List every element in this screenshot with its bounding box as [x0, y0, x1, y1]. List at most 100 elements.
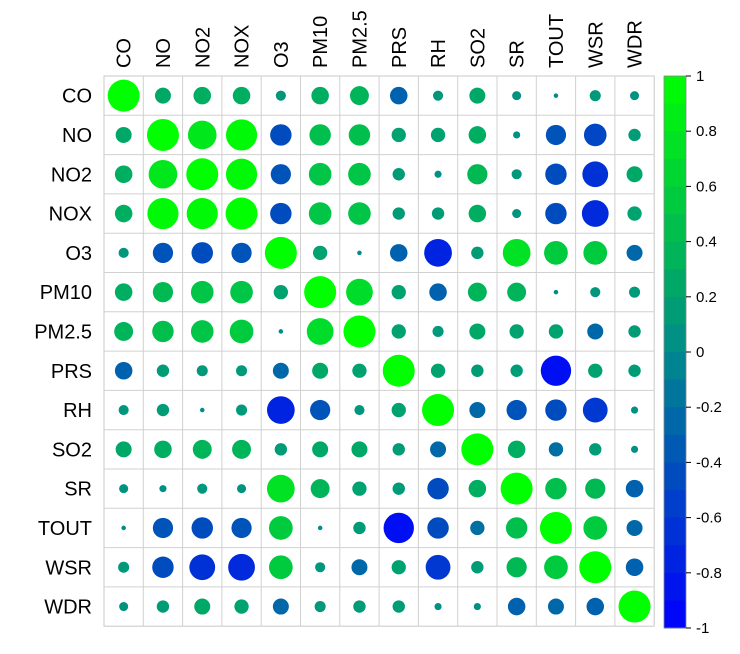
- correlation-circle-WSR-SR: [506, 557, 527, 578]
- column-label: NO2: [192, 27, 214, 68]
- colorbar-segment: [664, 241, 686, 270]
- colorbar-tick-label: 0.6: [696, 178, 717, 195]
- correlation-circle-NO-PM10: [309, 124, 331, 146]
- correlation-circle-PM10-WSR: [590, 287, 601, 298]
- column-label: PRS: [389, 27, 411, 68]
- correlation-circle-PM2.5-TOUT: [548, 324, 564, 339]
- correlation-circle-NOX-NO2: [186, 197, 218, 230]
- correlation-circle-PM2.5-PM10: [306, 318, 334, 345]
- correlation-circle-NO2-TOUT: [545, 163, 567, 185]
- row-label: WDR: [44, 597, 92, 619]
- column-label: CO: [114, 38, 136, 68]
- correlation-circle-SO2-PM2.5: [351, 441, 368, 458]
- correlation-circle-NO2-NO2: [186, 158, 219, 191]
- correlation-circle-RH-NOX: [236, 404, 248, 416]
- correlation-circle-O3-SR: [502, 238, 531, 267]
- correlation-circle-CO-CO: [107, 79, 140, 112]
- correlation-circle-WSR-PM10: [315, 562, 326, 573]
- correlation-circle-O3-PRS: [389, 244, 408, 262]
- correlation-circle-RH-PM10: [310, 399, 331, 421]
- colorbar-segment: [664, 572, 686, 601]
- colorbar-tick-label: 0.8: [696, 123, 717, 140]
- correlation-circle-PM10-PM10: [304, 276, 337, 309]
- correlation-circle-PM2.5-NO2: [190, 320, 214, 343]
- colorbar-segment: [664, 76, 686, 105]
- correlation-circle-PM10-WDR: [629, 286, 641, 298]
- correlation-circle-TOUT-NOX: [231, 517, 252, 539]
- correlation-circle-RH-WDR: [630, 406, 639, 414]
- correlation-circle-WDR-NO2: [194, 598, 211, 615]
- colorbar-segment: [664, 600, 686, 629]
- colorbar-tick-label: -0.4: [696, 454, 722, 471]
- row-label: SO2: [52, 439, 92, 461]
- correlation-circle-PM10-NO2: [190, 280, 214, 304]
- correlation-circle-O3-SO2: [471, 246, 484, 260]
- correlation-circle-NO-O3: [270, 124, 292, 146]
- column-label: NOX: [232, 25, 254, 68]
- correlation-circle-RH-SO2: [469, 402, 486, 419]
- correlation-circle-NOX-PRS: [392, 207, 405, 220]
- correlation-circle-NO-PM2.5: [348, 124, 371, 146]
- correlation-circle-PM2.5-RH: [432, 325, 444, 337]
- row-label: NO2: [51, 164, 92, 186]
- correlation-circle-NO-WDR: [628, 128, 641, 142]
- correlation-circle-RH-NO: [156, 403, 170, 417]
- correlation-circle-TOUT-O3: [268, 516, 293, 540]
- correlation-circle-NO-WSR: [583, 123, 607, 147]
- colorbar-segment: [664, 186, 686, 215]
- correlation-circle-WDR-WDR: [618, 590, 651, 623]
- correlation-circle-PM2.5-SR: [509, 324, 524, 339]
- correlation-circle-NO2-CO: [114, 165, 133, 184]
- colorbar-segment: [664, 269, 686, 298]
- row-label: NOX: [49, 204, 92, 226]
- correlation-circle-NO-TOUT: [545, 124, 567, 146]
- row-label: PRS: [51, 361, 92, 383]
- correlation-circle-NOX-NOX: [225, 197, 258, 230]
- correlation-circle-NO-PRS: [391, 127, 406, 143]
- correlation-circle-SO2-PRS: [392, 443, 405, 456]
- correlation-circle-NOX-CO: [114, 204, 133, 223]
- correlation-circle-SR-WDR: [625, 479, 644, 498]
- correlation-circle-SR-PRS: [392, 482, 405, 495]
- correlation-circle-SR-NOX: [237, 484, 247, 494]
- correlation-circle-NO-SO2: [468, 126, 487, 144]
- correlation-circle-NO-NOX: [225, 119, 258, 151]
- correlation-circle-PRS-SR: [510, 364, 523, 377]
- colorbar-segment: [664, 545, 686, 574]
- correlation-circle-NOX-SO2: [468, 204, 487, 223]
- correlation-circle-PRS-TOUT: [540, 355, 572, 386]
- correlation-circle-WSR-WDR: [625, 558, 644, 577]
- correlation-circle-NO2-PM10: [308, 162, 332, 186]
- colorbar-tick-label: -0.6: [696, 510, 722, 527]
- correlation-circle-SO2-SR: [507, 440, 526, 459]
- correlation-circle-WDR-TOUT: [547, 598, 564, 615]
- column-label: WSR: [585, 21, 607, 68]
- colorbar: 1 0.8 0.6 0.4 0.2 0 -0.2 -0.4 -0.6 -0.8 -1: [663, 68, 722, 637]
- correlation-circle-TOUT-SO2: [470, 520, 485, 536]
- correlation-circle-RH-NO2: [199, 407, 205, 413]
- correlation-circle-NOX-TOUT: [545, 202, 567, 225]
- correlation-circle-PM10-NO: [152, 282, 174, 303]
- correlation-circle-RH-TOUT: [545, 399, 567, 421]
- correlation-circle-PM10-SR: [507, 282, 527, 302]
- correlation-circle-PM2.5-CO: [114, 321, 134, 341]
- correlation-circle-WDR-RH: [434, 602, 442, 611]
- correlation-circle-PM10-SO2: [467, 282, 487, 302]
- correlation-circle-RH-CO: [118, 404, 129, 416]
- correlation-circle-WSR-WSR: [579, 551, 612, 584]
- correlation-circle-WDR-PM2.5: [353, 600, 366, 613]
- correlation-circle-WSR-O3: [268, 555, 293, 580]
- correlation-circle-O3-CO: [118, 247, 129, 258]
- correlation-circle-WDR-SO2: [473, 602, 481, 611]
- correlation-circle-O3-RH: [424, 238, 452, 267]
- correlation-circle-TOUT-WSR: [583, 516, 608, 540]
- correlation-circle-WSR-TOUT: [544, 555, 568, 580]
- row-label: PM2.5: [34, 321, 92, 343]
- column-label: WDR: [625, 20, 647, 68]
- correlation-circle-PRS-PM10: [312, 362, 329, 379]
- row-labels: CO NO NO2 NOX O3 PM10 PM2.5 PRS RH SO2 SR TOUT WSR WD…: [34, 86, 92, 619]
- correlation-circle-SO2-O3: [274, 443, 288, 456]
- correlation-circle-PM10-CO: [114, 283, 133, 301]
- correlation-circle-SO2-RH: [430, 441, 447, 458]
- correlation-circle-CO-WSR: [589, 90, 601, 102]
